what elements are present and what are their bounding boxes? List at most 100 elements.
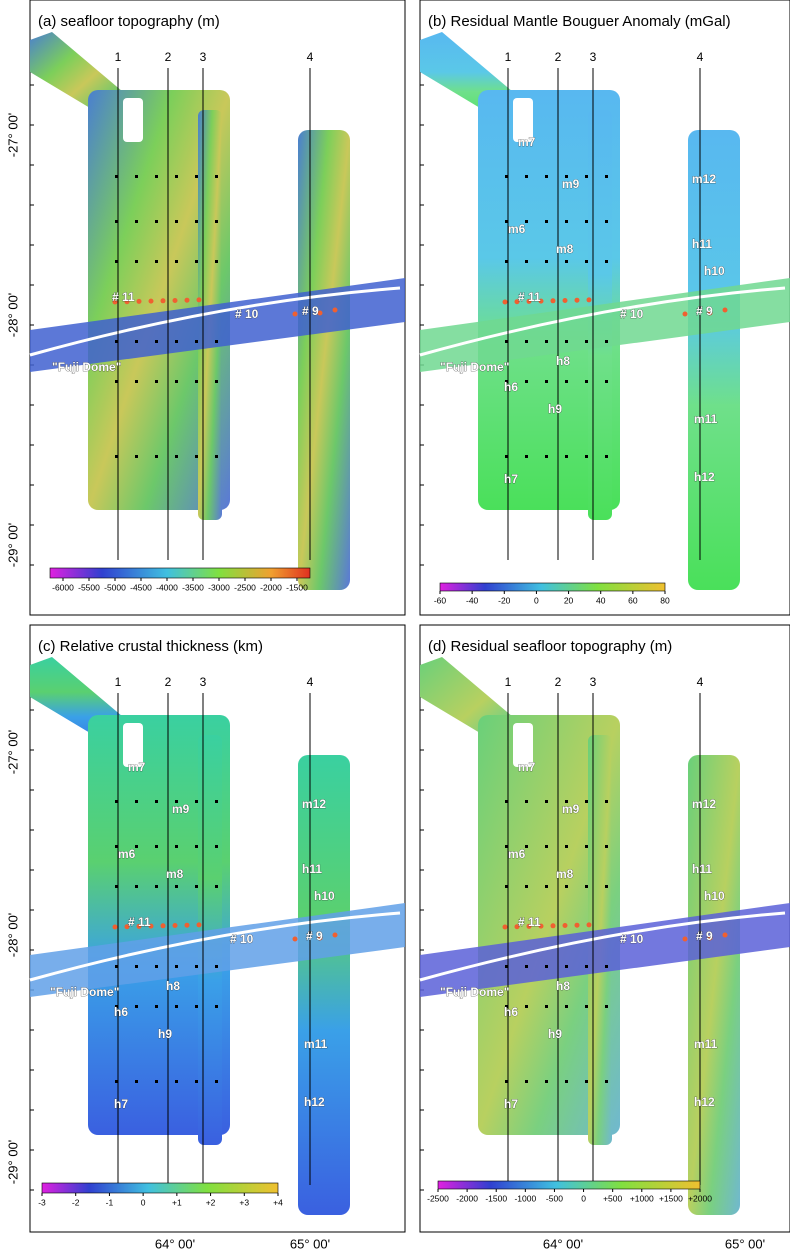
track-point: [585, 1080, 588, 1083]
track-point: [135, 1005, 138, 1008]
survey-strip: [298, 755, 350, 1215]
feature-label: "Fuji Dome": [52, 360, 121, 374]
feature-label: m8: [556, 242, 574, 256]
map-panel: 1 2 3 4 (b) Residual Mantle Bouguer Anomaly …: [419, 0, 790, 616]
colorbar-tick-label: -3500: [182, 582, 204, 592]
ridge-point: [562, 298, 568, 303]
track-point: [215, 340, 218, 343]
track-point: [215, 800, 218, 803]
feature-label: h6: [114, 1005, 128, 1019]
feature-label: h10: [704, 264, 725, 278]
track-point: [135, 380, 138, 383]
track-point: [215, 965, 218, 968]
colorbar-tick-label: -60: [434, 595, 447, 605]
ridge-point: [332, 932, 338, 938]
track-point: [525, 885, 528, 888]
feature-label: m6: [118, 847, 136, 861]
ridge-point: [124, 299, 130, 305]
track-point: [115, 1080, 118, 1083]
panel-title: (d) Residual seafloor topography (m): [428, 638, 672, 655]
track-point: [545, 455, 548, 458]
survey-strip: [298, 130, 350, 590]
track-point: [525, 380, 528, 383]
track-point: [175, 1005, 178, 1008]
track-point: [565, 800, 568, 803]
feature-label: m7: [128, 760, 146, 774]
track-point: [605, 220, 608, 223]
profile-label: 1: [505, 675, 512, 689]
colorbar-tick-label: +2000: [688, 1193, 712, 1203]
track-point: [585, 340, 588, 343]
latitude-label: -27° 00': [5, 113, 20, 158]
survey-notch: [513, 98, 533, 142]
profile-label: 1: [115, 50, 122, 64]
ridge-point: [124, 924, 130, 930]
colorbar-tick-label: 60: [628, 595, 638, 605]
track-point: [175, 380, 178, 383]
track-point: [195, 380, 198, 383]
track-point: [565, 965, 568, 968]
track-point: [135, 845, 138, 848]
feature-label: m6: [508, 222, 526, 236]
track-point: [115, 885, 118, 888]
colorbar-tick-label: -20: [498, 595, 511, 605]
track-point: [505, 845, 508, 848]
track-point: [545, 175, 548, 178]
survey-strip: [688, 755, 740, 1215]
ridge-point: [526, 923, 532, 929]
ridge-point: [550, 923, 556, 929]
track-point: [175, 175, 178, 178]
ridge-point: [514, 924, 520, 930]
track-point: [585, 260, 588, 263]
track-point: [195, 1005, 198, 1008]
track-point: [195, 455, 198, 458]
track-point: [175, 885, 178, 888]
track-point: [505, 1080, 508, 1083]
track-point: [545, 845, 548, 848]
ridge-point: [502, 299, 508, 305]
colorbar-tick-label: -3000: [208, 582, 230, 592]
track-point: [505, 340, 508, 343]
colorbar-tick-label: -5500: [78, 582, 100, 592]
feature-label: h7: [504, 1097, 518, 1111]
latitude-label: -28° 00': [5, 913, 20, 958]
map-panel: 1 2 3 4 (c) Relative crustal thickness (km) m…: [29, 624, 406, 1233]
profile-label: 3: [200, 675, 207, 689]
track-point: [195, 220, 198, 223]
colorbar-tick-label: -2000: [456, 1193, 478, 1203]
track-point: [115, 175, 118, 178]
feature-label: m11: [304, 1037, 328, 1051]
ridge-point: [317, 935, 323, 941]
ridge-point: [292, 936, 298, 942]
track-point: [155, 845, 158, 848]
track-point: [585, 845, 588, 848]
track-point: [505, 175, 508, 178]
colorbar-tick-label: +1500: [659, 1193, 683, 1203]
colorbar-tick-label: 0: [141, 1197, 146, 1207]
ridge-point: [196, 297, 202, 303]
track-point: [155, 1005, 158, 1008]
track-point: [545, 965, 548, 968]
colorbar-tick-label: -3: [38, 1197, 46, 1207]
track-point: [155, 175, 158, 178]
track-point: [505, 380, 508, 383]
track-point: [115, 380, 118, 383]
track-point: [195, 885, 198, 888]
colorbar-tick-label: 0: [534, 595, 539, 605]
feature-label: h8: [556, 354, 570, 368]
feature-label: h7: [114, 1097, 128, 1111]
ridge-point: [112, 299, 118, 305]
track-point: [135, 455, 138, 458]
track-point: [135, 220, 138, 223]
colorbar-tick-label: -4000: [156, 582, 178, 592]
ridge-point: [538, 923, 544, 929]
feature-label: m7: [518, 135, 536, 149]
feature-label: # 10: [230, 932, 254, 946]
survey-notch: [513, 723, 533, 767]
feature-label: h9: [158, 1027, 172, 1041]
ridge-point: [172, 298, 178, 303]
profile-label: 4: [697, 50, 704, 64]
colorbar: [437, 1180, 701, 1190]
ridge-point: [514, 299, 520, 305]
feature-label: m11: [694, 412, 718, 426]
